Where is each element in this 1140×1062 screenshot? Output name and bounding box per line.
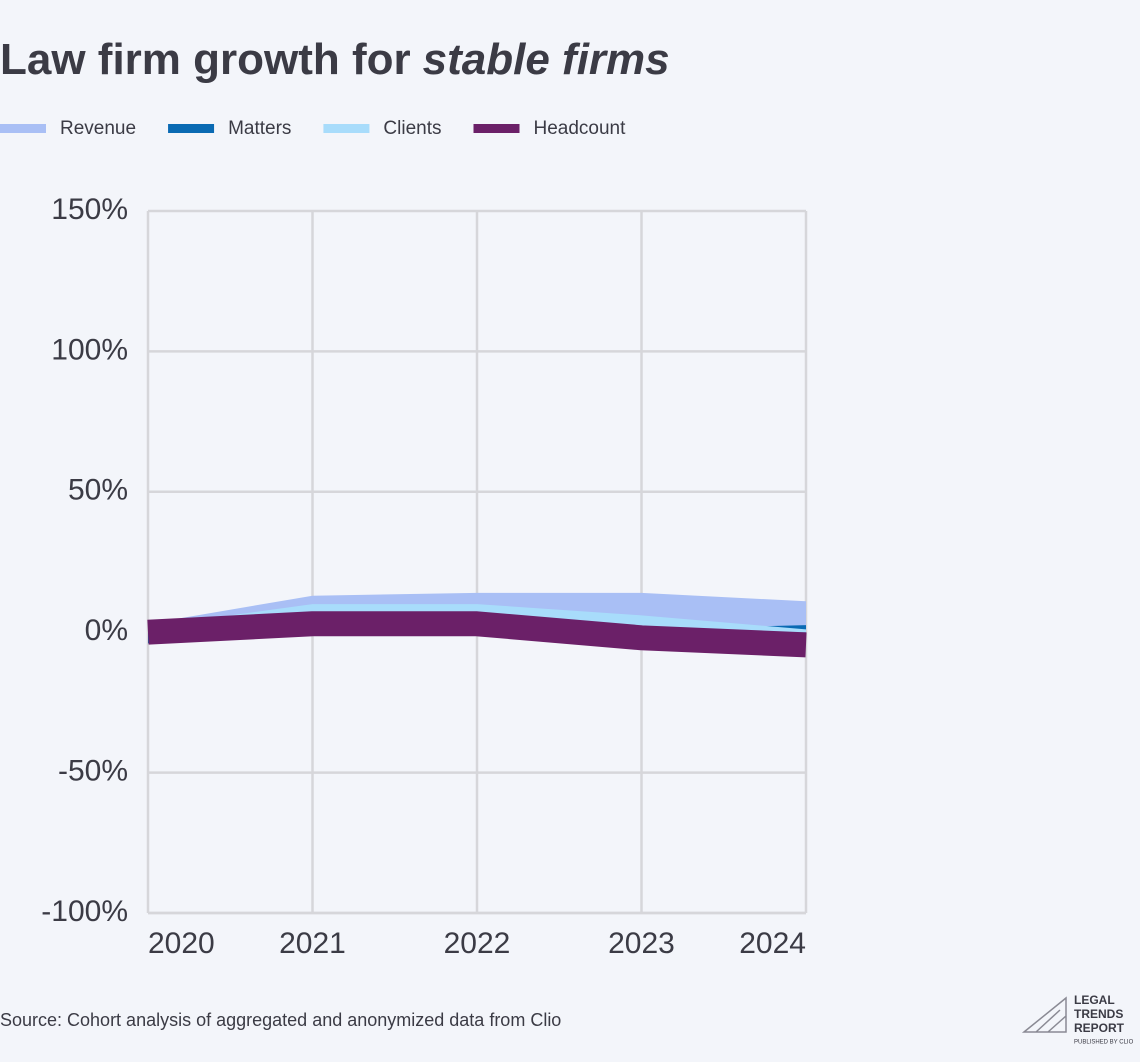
legend-label: Headcount	[534, 118, 627, 139]
plot-area: -100% -50% 0% 50% 100% 150% 2020 2021 2022 2023 20…	[41, 193, 808, 960]
legend-label: Clients	[383, 118, 441, 139]
logo-line: LEGAL	[1074, 993, 1115, 1007]
legend-swatch	[473, 124, 520, 133]
y-tick-label: 50%	[68, 474, 128, 507]
logo: LEGAL TRENDS REPORT PUBLISHED BY CLIO	[1021, 993, 1134, 1046]
legend: Revenue Matters Clients Headcount	[0, 118, 626, 139]
x-tick-label: 2022	[444, 927, 511, 960]
legend-label: Matters	[228, 118, 291, 139]
legend-label: Revenue	[60, 118, 136, 139]
legend-swatch	[168, 124, 215, 133]
logo-line: REPORT	[1074, 1021, 1125, 1035]
y-tick-label: -100%	[41, 895, 128, 928]
x-tick-label: 2024	[739, 927, 806, 960]
title-main: Law firm growth for	[0, 35, 411, 84]
title-italic: stable firms	[423, 35, 670, 84]
y-tick-label: 150%	[51, 193, 128, 226]
chart-title: Law firm growth for stable firms	[0, 35, 670, 84]
logo-tagline: PUBLISHED BY CLIO	[1074, 1040, 1134, 1046]
series-band	[147, 611, 807, 658]
y-tick-label: 100%	[51, 333, 128, 366]
logo-mark	[1021, 996, 1067, 1033]
x-tick-label: 2020	[148, 927, 215, 960]
x-tick-label: 2021	[279, 927, 346, 960]
y-tick-label: 0%	[85, 614, 128, 647]
y-tick-label: -50%	[58, 755, 128, 788]
legend-swatch	[0, 124, 46, 133]
source-note: Source: Cohort analysis of aggregated an…	[0, 1010, 561, 1030]
x-tick-label: 2023	[608, 927, 675, 960]
logo-line: TRENDS	[1074, 1007, 1123, 1021]
legend-swatch	[323, 124, 370, 133]
